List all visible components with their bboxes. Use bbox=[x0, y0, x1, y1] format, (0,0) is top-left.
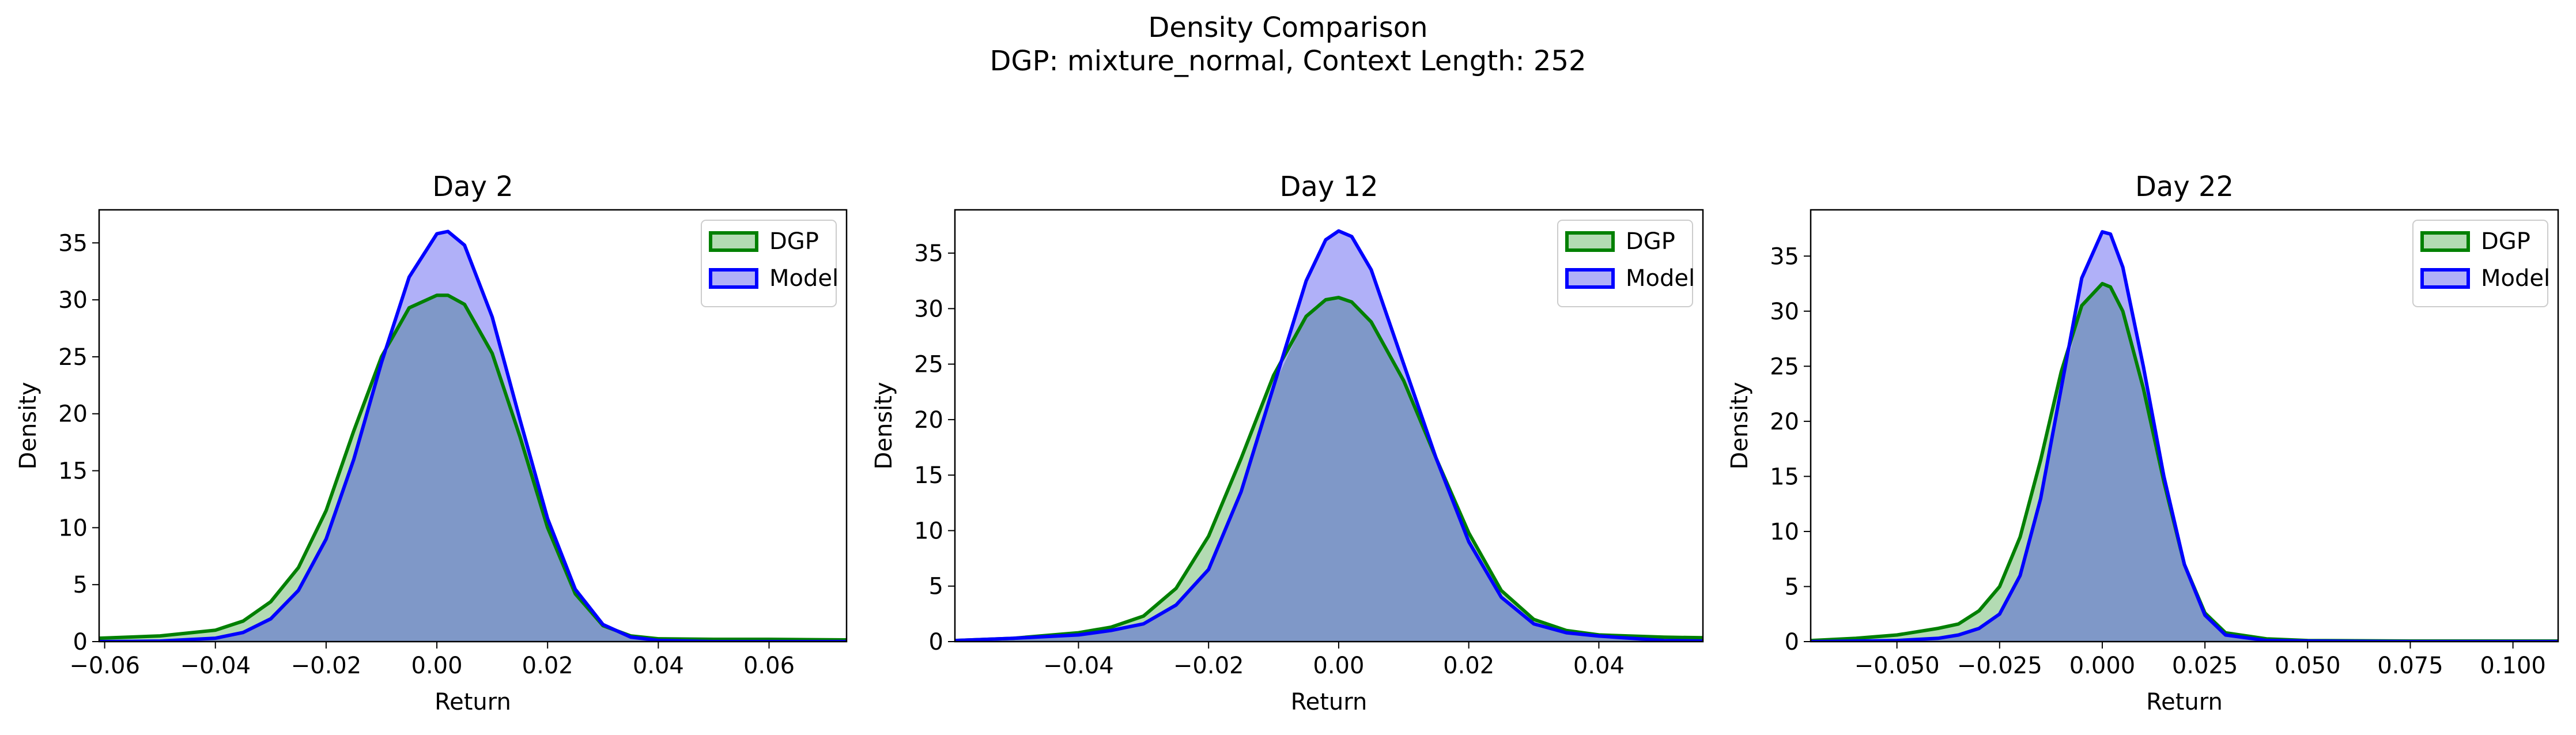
y-tick-label: 30 bbox=[914, 296, 943, 322]
legend-label-dgp: DGP bbox=[769, 228, 819, 255]
y-tick-label: 0 bbox=[1785, 629, 1799, 655]
plot-area bbox=[1811, 230, 2558, 642]
legend: DGP Model bbox=[701, 220, 838, 307]
y-tick-label: 35 bbox=[58, 230, 88, 257]
y-tick-label: 15 bbox=[58, 458, 88, 485]
panel-1: −0.06 −0.04 −0.02 0.00 0.02 0.04 0.06 0 5 10 15 20 2… bbox=[15, 171, 848, 715]
y-tick-label: 20 bbox=[1770, 409, 1799, 435]
y-tick-label: 15 bbox=[914, 462, 943, 489]
x-axis-label: Return bbox=[1291, 689, 1368, 715]
model-density-line bbox=[1811, 230, 2558, 642]
y-axis-label: Density bbox=[871, 382, 897, 469]
y-tick-label: 10 bbox=[58, 515, 88, 541]
y-axis-label: Density bbox=[15, 382, 41, 469]
legend-swatch-model bbox=[1565, 268, 1615, 289]
x-tick-label: 0.06 bbox=[743, 653, 795, 679]
y-tick-label: 25 bbox=[58, 344, 88, 371]
y-tick-label: 25 bbox=[1770, 353, 1799, 380]
x-tick-label: 0.00 bbox=[1313, 653, 1364, 679]
x-tick-label: −0.050 bbox=[1854, 653, 1940, 679]
overlap-density-area bbox=[99, 295, 847, 642]
y-tick-label: 5 bbox=[929, 574, 943, 600]
legend-swatch-model bbox=[2420, 268, 2470, 289]
legend-label-dgp: DGP bbox=[1626, 228, 1675, 255]
x-tick-label: 0.04 bbox=[1573, 653, 1625, 679]
legend-label-dgp: DGP bbox=[2481, 228, 2530, 255]
plot-area bbox=[99, 229, 847, 642]
plot-area bbox=[955, 229, 1703, 642]
y-tick-label: 20 bbox=[58, 401, 88, 428]
model-density-line bbox=[955, 229, 1703, 642]
x-tick-label: −0.04 bbox=[1043, 653, 1114, 679]
x-tick-label: 0.075 bbox=[2377, 653, 2443, 679]
y-tick-label: 30 bbox=[1770, 299, 1799, 325]
legend-swatch-model bbox=[709, 268, 758, 289]
y-tick-label: 25 bbox=[914, 352, 943, 378]
y-tick-label: 20 bbox=[914, 407, 943, 434]
y-tick-label: 5 bbox=[1785, 574, 1799, 600]
y-tick-label: 5 bbox=[73, 572, 88, 598]
panel-3: −0.050 −0.025 0.000 0.025 0.050 0.075 0.100 0 5 1… bbox=[1727, 171, 2559, 715]
x-tick-label: −0.04 bbox=[180, 653, 251, 679]
y-tick-label: 35 bbox=[914, 240, 943, 267]
legend-label-model: Model bbox=[1626, 265, 1695, 292]
axes-frame bbox=[98, 209, 848, 643]
x-tick-label: 0.00 bbox=[411, 653, 463, 679]
x-axis-label: Return bbox=[2146, 689, 2223, 715]
y-tick-label: 10 bbox=[1770, 519, 1799, 545]
overlap-density-area bbox=[1811, 284, 2558, 642]
x-tick-label: 0.050 bbox=[2275, 653, 2341, 679]
figure-title-line2: DGP: mixture_normal, Context Length: 252 bbox=[989, 45, 1586, 77]
legend: DGP Model bbox=[1557, 220, 1695, 307]
y-axis-label: Density bbox=[1727, 382, 1753, 469]
y-tick-label: 15 bbox=[1770, 463, 1799, 490]
y-tick-label: 10 bbox=[914, 518, 943, 544]
legend-swatch-dgp bbox=[2420, 231, 2470, 252]
figure-title-line1: Density Comparison bbox=[1148, 12, 1427, 44]
panel-title: Day 12 bbox=[1279, 171, 1378, 203]
panels-group: −0.06 −0.04 −0.02 0.00 0.02 0.04 0.06 0 5 10 15 20 2… bbox=[15, 171, 2559, 715]
x-tick-label: 0.000 bbox=[2069, 653, 2136, 679]
x-tick-label: −0.025 bbox=[1957, 653, 2042, 679]
panel-title: Day 2 bbox=[432, 171, 513, 203]
y-tick-label: 30 bbox=[58, 287, 88, 314]
panel-2: −0.04 −0.02 0.00 0.02 0.04 0 5 10 15 20 25 30 35 Day … bbox=[871, 171, 1704, 715]
x-tick-label: −0.02 bbox=[1173, 653, 1244, 679]
model-density-line bbox=[99, 229, 847, 642]
x-tick-label: 0.02 bbox=[1443, 653, 1494, 679]
x-tick-label: 0.04 bbox=[633, 653, 684, 679]
x-tick-label: 0.100 bbox=[2480, 653, 2546, 679]
axes-frame bbox=[1810, 209, 2559, 643]
legend: DGP Model bbox=[2412, 220, 2550, 307]
x-tick-label: 0.02 bbox=[522, 653, 573, 679]
legend-label-model: Model bbox=[769, 265, 838, 292]
overlap-density-area bbox=[955, 297, 1703, 642]
x-tick-label: 0.025 bbox=[2172, 653, 2238, 679]
dgp-density-line bbox=[955, 296, 1703, 642]
axes-frame bbox=[954, 209, 1704, 643]
y-tick-label: 35 bbox=[1770, 243, 1799, 270]
x-axis-label: Return bbox=[435, 689, 511, 715]
x-tick-label: −0.02 bbox=[291, 653, 362, 679]
legend-swatch-dgp bbox=[1565, 231, 1615, 252]
panel-title: Day 22 bbox=[2135, 171, 2234, 203]
legend-swatch-dgp bbox=[709, 231, 758, 252]
y-tick-label: 0 bbox=[73, 629, 88, 655]
x-tick-label: −0.06 bbox=[69, 653, 140, 679]
legend-label-model: Model bbox=[2481, 265, 2550, 292]
y-tick-label: 0 bbox=[929, 629, 943, 655]
